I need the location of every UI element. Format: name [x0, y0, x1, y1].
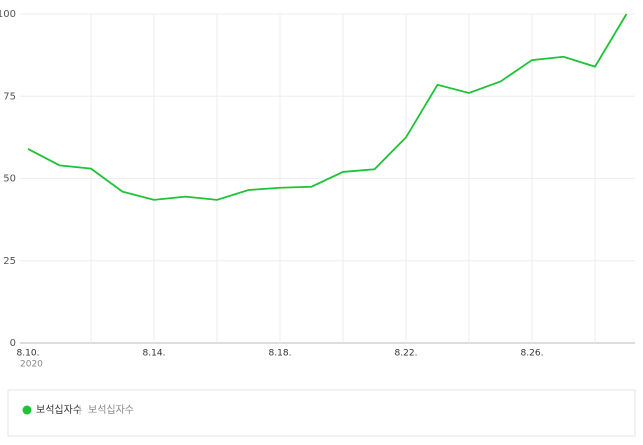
legend-label: 보석십자수 [36, 404, 82, 416]
series-line [27, 13, 628, 201]
x-tick-label: 8.18. [269, 349, 292, 359]
y-tick-label: 100 [0, 9, 16, 20]
y-tick-label: 75 [3, 91, 16, 102]
x-tick-label: 8.22. [395, 349, 418, 359]
x-tick-label: 8.14. [143, 349, 166, 359]
x-tick-label: 8.10. [17, 349, 40, 359]
legend-marker [22, 405, 32, 415]
x-tick-label: 8.26. [521, 349, 544, 359]
year-label: 2020 [20, 360, 43, 370]
y-tick-label: 25 [3, 256, 16, 267]
y-tick-label: 50 [3, 174, 16, 185]
legend-box [7, 389, 636, 437]
legend-description: 보석십자수 [88, 404, 134, 416]
y-tick-label: 0 [10, 338, 16, 349]
